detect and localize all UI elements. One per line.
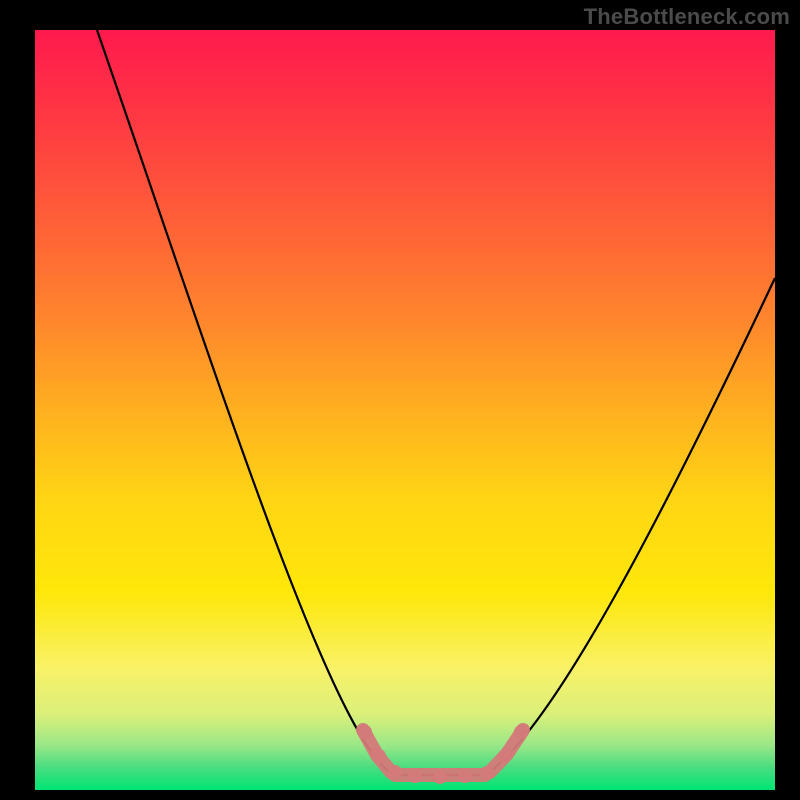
optimal-range-band xyxy=(358,725,528,784)
plot-area xyxy=(35,30,775,790)
watermark-text: TheBottleneck.com xyxy=(584,4,790,30)
bottleneck-curve xyxy=(97,30,775,775)
curve-overlay xyxy=(35,30,775,790)
bottleneck-chart: TheBottleneck.com xyxy=(0,0,800,800)
